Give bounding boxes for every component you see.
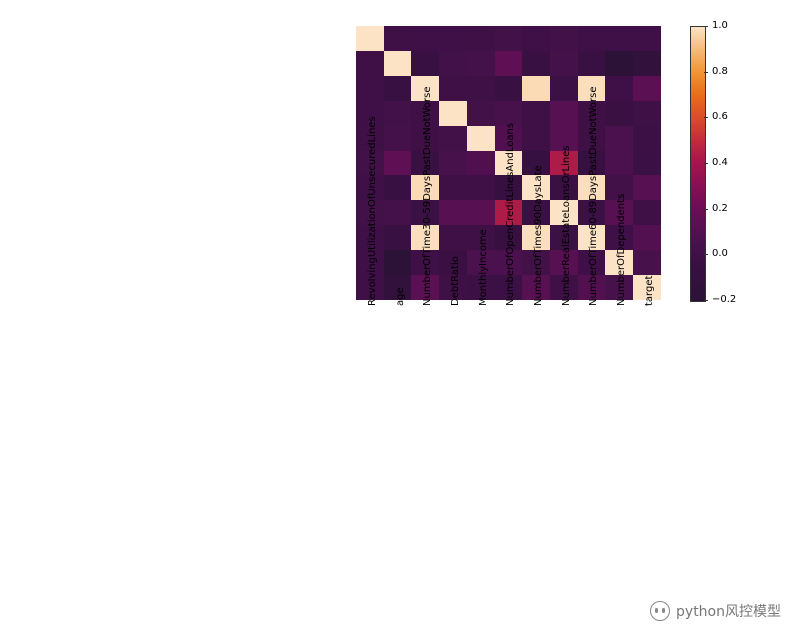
heatmap-cell (439, 200, 467, 225)
heatmap-cell (411, 26, 439, 51)
colorbar-tick-label: −0.2 (712, 294, 736, 305)
colorbar-tick-line (704, 254, 708, 255)
colorbar-tick-label: 1.0 (712, 20, 728, 31)
heatmap-cell (522, 76, 550, 101)
heatmap-cell (605, 151, 633, 176)
heatmap-cell (467, 101, 495, 126)
heatmap-cell (384, 76, 412, 101)
heatmap-cell (605, 126, 633, 151)
colorbar-tick-line (704, 163, 708, 164)
heatmap-cell (633, 126, 661, 151)
heatmap-cell (439, 175, 467, 200)
heatmap-cell (633, 250, 661, 275)
heatmap-cell (633, 76, 661, 101)
watermark: python风控模型 (650, 601, 781, 621)
heatmap-cell (495, 26, 523, 51)
heatmap-cell (578, 51, 606, 76)
heatmap-cell (356, 76, 384, 101)
heatmap-cell (550, 26, 578, 51)
heatmap-cell (356, 26, 384, 51)
colorbar-tick-line (704, 72, 708, 73)
heatmap-cell (633, 51, 661, 76)
heatmap-cell (633, 101, 661, 126)
heatmap-cell (495, 51, 523, 76)
colorbar-tick-label: 0.6 (712, 111, 728, 122)
heatmap-cell (633, 26, 661, 51)
heatmap-cell (384, 175, 412, 200)
colorbar-tick-line (704, 209, 708, 210)
wechat-icon (650, 601, 670, 621)
heatmap-cell (605, 76, 633, 101)
watermark-text: python风控模型 (676, 601, 781, 621)
heatmap-cell (495, 76, 523, 101)
heatmap-cell (522, 51, 550, 76)
heatmap-cell (467, 51, 495, 76)
heatmap-cell (633, 200, 661, 225)
heatmap-cell (467, 151, 495, 176)
heatmap-cell (522, 101, 550, 126)
heatmap-cell (550, 51, 578, 76)
heatmap-cell (384, 250, 412, 275)
colorbar-tick-label: 0.8 (712, 66, 728, 77)
heatmap-cell (605, 101, 633, 126)
colorbar (690, 26, 706, 302)
colorbar-tick-line (704, 26, 708, 27)
heatmap-cell (356, 51, 384, 76)
heatmap-cell (633, 151, 661, 176)
heatmap-cell (384, 151, 412, 176)
colorbar-tick-label: 0.2 (712, 203, 728, 214)
heatmap-cell (439, 151, 467, 176)
heatmap-cell (467, 175, 495, 200)
heatmap-cell (633, 225, 661, 250)
heatmap-cell (467, 126, 495, 151)
heatmap-cell (467, 76, 495, 101)
heatmap-cell (411, 51, 439, 76)
heatmap-cell (550, 76, 578, 101)
colorbar-tick-label: 0.4 (712, 157, 728, 168)
colorbar-tick-line (704, 300, 708, 301)
colorbar-tick-line (704, 117, 708, 118)
heatmap-cell (522, 26, 550, 51)
heatmap-cell (439, 51, 467, 76)
heatmap-cell (467, 26, 495, 51)
heatmap-cell (550, 101, 578, 126)
heatmap-cell (384, 101, 412, 126)
heatmap-cell (384, 126, 412, 151)
heatmap-cell (439, 225, 467, 250)
heatmap-cell (439, 26, 467, 51)
heatmap-cell (633, 175, 661, 200)
heatmap-cell (384, 200, 412, 225)
heatmap-cell (384, 51, 412, 76)
heatmap-cell (439, 126, 467, 151)
heatmap-cell (605, 26, 633, 51)
heatmap-cell (522, 126, 550, 151)
heatmap-cell (439, 76, 467, 101)
heatmap-cell (578, 26, 606, 51)
heatmap-cell (605, 51, 633, 76)
heatmap-cell (384, 225, 412, 250)
heatmap-cell (439, 101, 467, 126)
heatmap-cell (467, 200, 495, 225)
colorbar-tick-label: 0.0 (712, 248, 728, 259)
heatmap-cell (384, 26, 412, 51)
